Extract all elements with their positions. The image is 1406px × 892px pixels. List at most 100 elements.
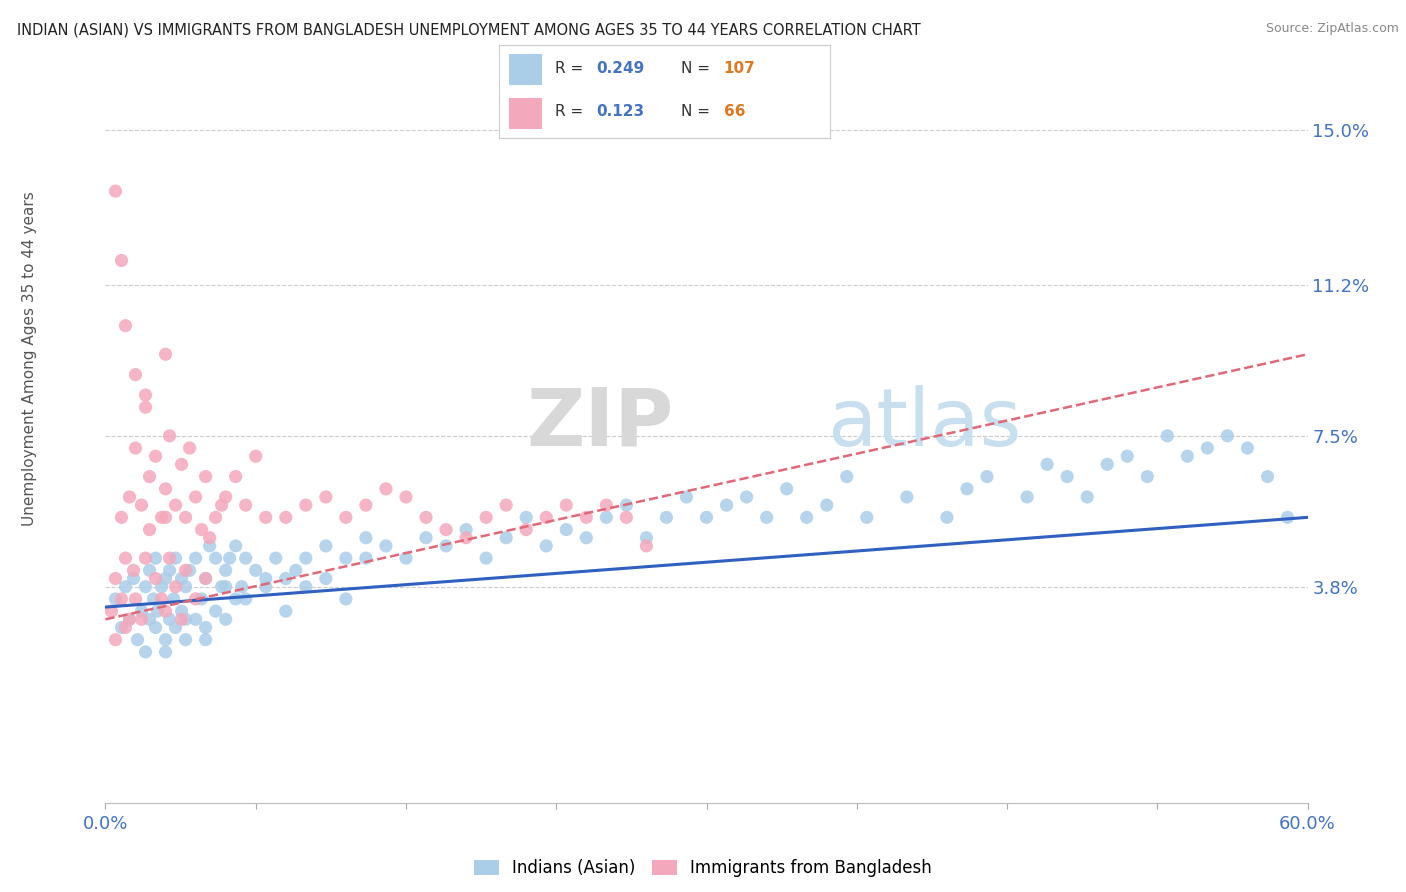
Point <box>855 510 877 524</box>
Point <box>114 620 136 634</box>
Point <box>155 347 177 361</box>
Point <box>245 449 267 463</box>
Point <box>114 551 136 566</box>
Point <box>110 253 132 268</box>
Point <box>716 498 738 512</box>
Point <box>118 612 141 626</box>
Point <box>214 612 236 626</box>
Point <box>174 510 197 524</box>
Point <box>354 551 377 566</box>
Point <box>174 563 197 577</box>
Point <box>1236 441 1258 455</box>
Point <box>114 318 136 333</box>
Text: INDIAN (ASIAN) VS IMMIGRANTS FROM BANGLADESH UNEMPLOYMENT AMONG AGES 35 TO 44 YE: INDIAN (ASIAN) VS IMMIGRANTS FROM BANGLA… <box>17 22 921 37</box>
Point <box>214 580 236 594</box>
Text: 66: 66 <box>724 104 745 119</box>
Point <box>194 572 217 586</box>
Point <box>235 498 257 512</box>
Point <box>956 482 979 496</box>
Point <box>735 490 758 504</box>
Point <box>131 612 153 626</box>
Point <box>135 645 157 659</box>
Point <box>374 539 398 553</box>
Point <box>170 458 193 472</box>
Point <box>165 580 187 594</box>
Text: 0.123: 0.123 <box>596 104 645 119</box>
Point <box>155 510 177 524</box>
Point <box>138 612 160 626</box>
Point <box>110 510 132 524</box>
Point <box>835 469 858 483</box>
Text: R =: R = <box>555 104 589 119</box>
Point <box>274 604 297 618</box>
Point <box>515 523 537 537</box>
Point <box>122 563 145 577</box>
Point <box>131 498 153 512</box>
Point <box>150 510 173 524</box>
Point <box>124 591 146 606</box>
Point <box>194 469 217 483</box>
Text: 60.0%: 60.0% <box>1279 815 1336 833</box>
Point <box>135 401 157 415</box>
Point <box>315 572 337 586</box>
Point <box>104 184 127 198</box>
Point <box>127 632 149 647</box>
Point <box>179 563 201 577</box>
Point <box>118 612 141 626</box>
Point <box>1257 469 1279 483</box>
Point <box>100 604 122 618</box>
Point <box>595 498 617 512</box>
Point <box>264 551 287 566</box>
Point <box>174 612 197 626</box>
Text: N =: N = <box>681 61 714 76</box>
Point <box>1216 429 1239 443</box>
Point <box>131 604 153 618</box>
Point <box>104 591 127 606</box>
Point <box>159 612 181 626</box>
Point <box>1136 469 1159 483</box>
Text: atlas: atlas <box>827 384 1021 463</box>
Point <box>138 469 160 483</box>
Point <box>135 551 157 566</box>
Point <box>194 632 217 647</box>
Point <box>1036 458 1059 472</box>
Point <box>1197 441 1219 455</box>
Point <box>145 620 167 634</box>
Point <box>575 531 598 545</box>
Point <box>155 482 177 496</box>
Point <box>434 523 457 537</box>
Point <box>104 572 127 586</box>
Point <box>335 510 357 524</box>
Point <box>415 531 437 545</box>
Point <box>198 539 221 553</box>
Point <box>159 551 181 566</box>
Point <box>214 490 236 504</box>
Point <box>555 498 578 512</box>
Text: 0.249: 0.249 <box>596 61 645 76</box>
Point <box>138 563 160 577</box>
Point <box>170 572 193 586</box>
Point <box>245 563 267 577</box>
Point <box>616 510 638 524</box>
Point <box>976 469 998 483</box>
Point <box>190 591 212 606</box>
Point <box>214 563 236 577</box>
Point <box>335 591 357 606</box>
Bar <box>509 98 543 129</box>
Point <box>796 510 818 524</box>
Point <box>274 510 297 524</box>
Point <box>225 469 247 483</box>
Point <box>235 591 257 606</box>
Point <box>284 563 307 577</box>
Point <box>1277 510 1299 524</box>
Point <box>114 580 136 594</box>
Point <box>495 531 517 545</box>
Point <box>696 510 718 524</box>
Point <box>122 572 145 586</box>
Point <box>295 498 318 512</box>
Point <box>1056 469 1078 483</box>
Point <box>395 551 418 566</box>
Point <box>475 551 498 566</box>
Point <box>174 580 197 594</box>
Point <box>204 604 226 618</box>
